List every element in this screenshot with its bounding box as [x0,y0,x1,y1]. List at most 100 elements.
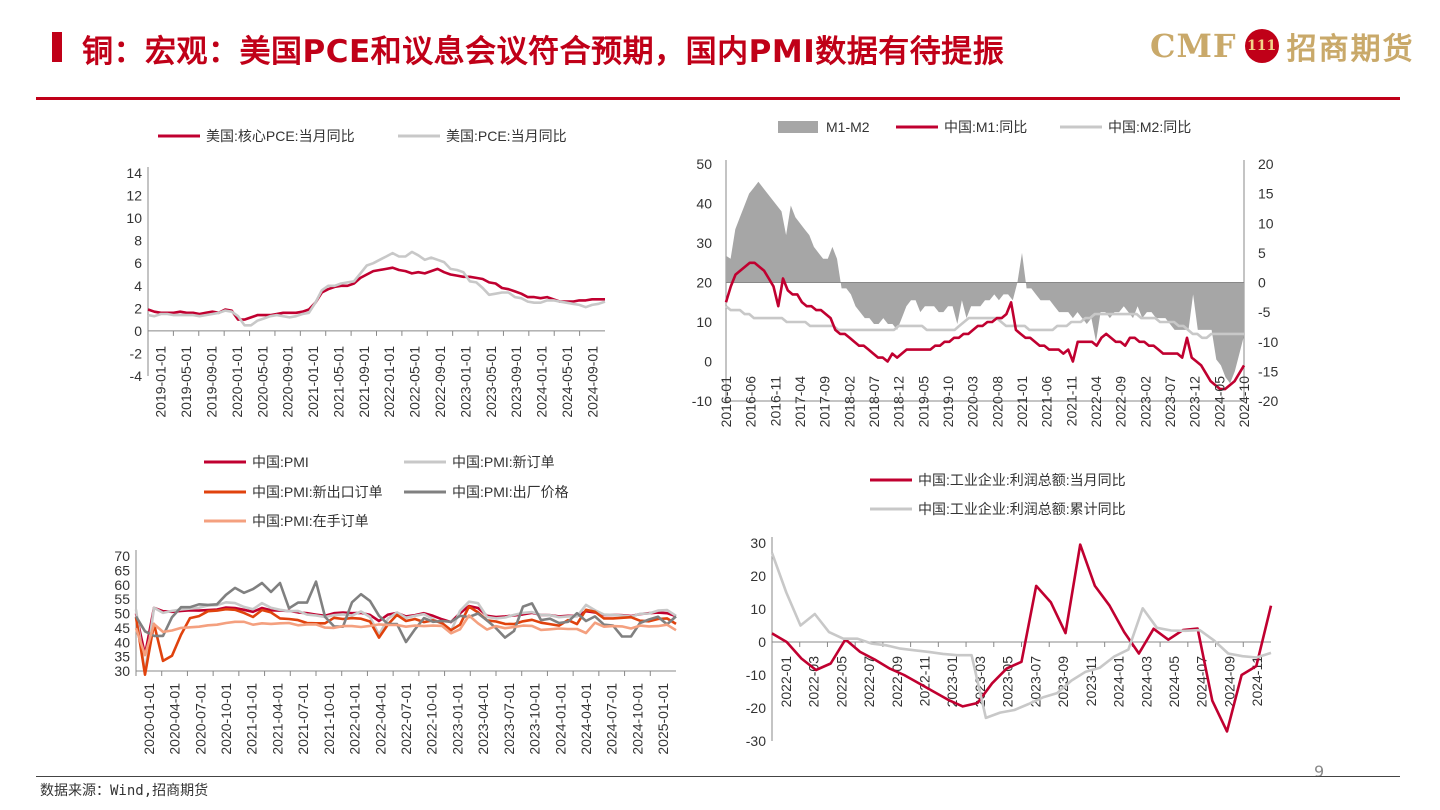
source-note: 数据来源：Wind,招商期货 [40,783,209,799]
legend-label-4: 中国:PMI:在手订单 [252,513,369,529]
x-tick-label: 2023-09 [1055,656,1071,708]
x-tick-label: 2022-01-01 [347,683,363,755]
x-tick-label: 2016-11 [767,376,783,427]
series-line-3 [134,580,677,644]
y-tick-label: 50 [114,606,130,622]
legend-label-0: 美国:核心PCE:当月同比 [206,128,355,144]
y-tick-label: 20 [750,568,766,584]
x-tick-label: 2020-03 [965,376,981,428]
page-number: 9 [1314,762,1325,781]
legend-label-1: 中国:M1:同比 [944,119,1027,135]
x-tick-label: 2022-04-01 [372,683,388,755]
logo-company-name: 招商期货 [1286,32,1415,67]
legend-label-0: 中国:工业企业:利润总额:当月同比 [918,472,1126,488]
x-tick-label: 2021-07-01 [295,683,311,755]
x-tick-label: 2017-04 [792,376,808,428]
x-tick-label: 2024-01-01 [534,346,550,418]
y-right-tick-label: 10 [1258,215,1274,231]
logo-cmf-text: CMF [1150,27,1237,65]
footer-divider [36,776,1400,777]
series-line-1 [770,552,1272,720]
x-tick-label: 2020-01-01 [229,346,245,418]
x-tick-label: 2019-10 [940,376,956,428]
x-tick-label: 2021-06 [1039,376,1055,428]
y-tick-label: 40 [114,634,130,650]
x-tick-label: 2024-05-01 [559,346,575,418]
x-tick-label: 2019-01-01 [153,346,169,418]
y-tick-label: 10 [126,210,142,226]
x-tick-label: 2021-01-01 [244,683,260,755]
y-left-tick-label: 50 [696,156,712,172]
x-tick-label: 2019-09-01 [203,346,219,418]
x-tick-label: 2023-09-01 [508,346,524,418]
y-right-tick-label: 20 [1258,156,1274,172]
series-line-2 [134,605,677,677]
series-line-1 [134,600,677,675]
x-tick-label: 2020-04-01 [167,683,183,755]
x-tick-label: 2020-07-01 [192,683,208,755]
x-tick-label: 2023-01 [944,656,960,708]
y-tick-label: -30 [746,733,766,749]
x-tick-label: 2023-11 [1083,656,1099,707]
y-left-tick-label: 30 [696,235,712,251]
x-tick-label: 2024-05 [1211,376,1227,428]
x-tick-label: 2024-01-01 [552,683,568,755]
y-tick-label: -20 [746,700,766,716]
y-right-tick-label: -10 [1258,334,1278,350]
x-tick-label: 2022-01 [778,656,794,708]
y-left-tick-label: -10 [692,393,712,409]
x-tick-label: 2019-05-01 [178,346,194,418]
x-tick-label: 2023-12 [1187,376,1203,428]
x-tick-label: 2017-09 [817,376,833,428]
y-left-tick-label: 20 [696,275,712,291]
x-tick-label: 2016-01 [718,376,734,428]
x-tick-label: 2023-02 [1137,376,1153,428]
x-tick-label: 2022-01-01 [381,346,397,418]
y-tick-label: 70 [114,548,130,564]
x-tick-label: 2024-09-01 [584,346,600,418]
x-tick-label: 2022-05-01 [407,346,423,418]
x-tick-label: 2020-10-01 [218,683,234,755]
x-tick-label: 2024-10-01 [629,683,645,755]
x-tick-label: 2021-10-01 [321,683,337,755]
x-tick-label: 2018-02 [841,376,857,428]
legend-label-1: 中国:PMI:新订单 [452,454,555,470]
y-tick-label: 10 [750,601,766,617]
x-tick-label: 2021-11 [1063,376,1079,427]
legend-swatch-0 [778,121,818,133]
y-tick-label: -4 [130,368,143,384]
x-tick-label: 2020-01-01 [141,683,157,755]
y-tick-label: 2 [134,300,142,316]
x-tick-label: 2018-07 [866,376,882,428]
title-accent-bar [52,32,62,62]
x-tick-label: 2024-09 [1221,656,1237,708]
x-tick-label: 2023-07 [1027,656,1043,708]
y-right-tick-label: 0 [1258,275,1266,291]
x-tick-label: 2021-04-01 [269,683,285,755]
logo: CMF 111 招商期货 [1150,24,1415,68]
x-tick-label: 2022-07 [861,656,877,708]
y-tick-label: 4 [134,278,142,294]
legend-label-3: 中国:PMI:出厂价格 [452,484,569,500]
series-line-4 [134,614,677,657]
legend-label-0: M1-M2 [826,119,870,135]
x-tick-label: 2021-09-01 [356,346,372,418]
x-tick-label: 2018-12 [891,376,907,428]
y-left-tick-label: 10 [696,314,712,330]
x-tick-label: 2022-09-01 [432,346,448,418]
y-tick-label: 8 [134,233,142,249]
x-tick-label: 2024-07-01 [604,683,620,755]
y-tick-label: 65 [114,562,130,578]
series-line-m2 [725,305,1244,340]
y-tick-label: 0 [758,634,766,650]
x-tick-label: 2023-01-01 [457,346,473,418]
x-tick-label: 2023-05-01 [483,346,499,418]
x-tick-label: 2022-11 [916,656,932,707]
x-tick-label: 2022-05 [833,656,849,708]
page-title: 铜：宏观：美国PCE和议息会议符合预期，国内PMI数据有待提振 [82,34,1005,70]
legend-label-2: 中国:M2:同比 [1108,119,1191,135]
legend-label-2: 中国:PMI:新出口订单 [252,484,383,500]
x-tick-label: 2020-05-01 [254,346,270,418]
